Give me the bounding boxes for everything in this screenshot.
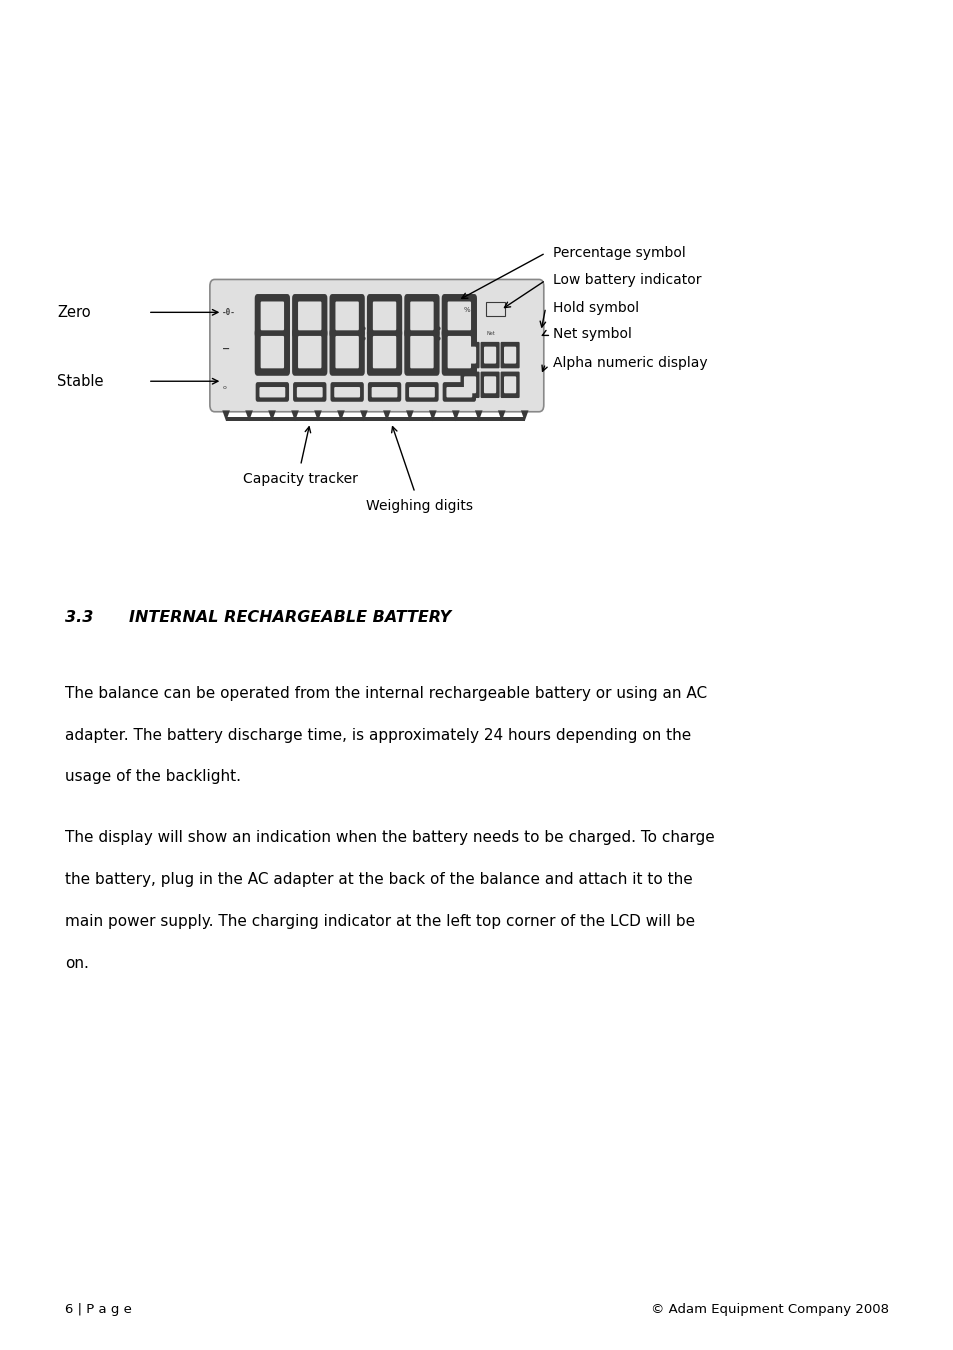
FancyBboxPatch shape [447,336,471,369]
FancyBboxPatch shape [404,294,439,338]
Text: -0-: -0- [222,308,236,317]
FancyBboxPatch shape [335,301,358,331]
FancyBboxPatch shape [373,336,395,369]
Polygon shape [359,410,367,421]
FancyBboxPatch shape [367,328,402,375]
Polygon shape [314,410,321,421]
FancyBboxPatch shape [441,294,476,338]
FancyBboxPatch shape [254,294,290,338]
Text: Weighing digits: Weighing digits [366,500,473,513]
Polygon shape [383,410,391,421]
Text: Hold: Hold [464,331,475,336]
Polygon shape [291,410,298,421]
Text: Stable: Stable [57,374,104,389]
Polygon shape [429,410,436,421]
Text: 3.3: 3.3 [65,610,93,625]
Text: Percentage symbol: Percentage symbol [553,246,685,261]
FancyBboxPatch shape [373,301,395,331]
Text: 6 | P a g e: 6 | P a g e [65,1303,132,1316]
Bar [486,301,505,316]
FancyBboxPatch shape [409,387,435,397]
Text: The balance can be operated from the internal rechargeable battery or using an A: The balance can be operated from the int… [65,686,706,701]
FancyBboxPatch shape [460,342,479,369]
FancyBboxPatch shape [372,387,397,397]
FancyBboxPatch shape [463,347,476,363]
FancyBboxPatch shape [210,279,543,412]
FancyBboxPatch shape [410,301,434,331]
FancyBboxPatch shape [292,294,327,338]
Text: INTERNAL RECHARGEABLE BATTERY: INTERNAL RECHARGEABLE BATTERY [129,610,451,625]
FancyBboxPatch shape [259,387,285,397]
Text: Alpha numeric display: Alpha numeric display [553,356,707,370]
Text: The display will show an indication when the battery needs to be charged. To cha: The display will show an indication when… [65,830,714,845]
Text: −: − [222,344,230,354]
Polygon shape [406,410,414,421]
FancyBboxPatch shape [503,347,516,363]
Polygon shape [245,410,253,421]
FancyBboxPatch shape [480,342,499,369]
FancyBboxPatch shape [297,301,321,331]
Text: %: % [463,306,470,313]
FancyBboxPatch shape [329,294,364,338]
Text: on.: on. [65,956,89,971]
Text: main power supply. The charging indicator at the left top corner of the LCD will: main power supply. The charging indicato… [65,914,695,929]
Text: Zero: Zero [57,305,91,320]
Polygon shape [475,410,482,421]
FancyBboxPatch shape [500,342,519,369]
FancyBboxPatch shape [297,336,321,369]
Text: Low battery indicator: Low battery indicator [553,273,701,288]
FancyBboxPatch shape [441,328,476,375]
FancyBboxPatch shape [255,382,289,402]
Text: Net symbol: Net symbol [553,327,632,340]
FancyBboxPatch shape [367,294,402,338]
FancyBboxPatch shape [483,377,496,393]
Text: Hold symbol: Hold symbol [553,301,639,315]
FancyBboxPatch shape [463,377,476,393]
Text: © Adam Equipment Company 2008: © Adam Equipment Company 2008 [651,1303,888,1316]
FancyBboxPatch shape [329,328,364,375]
Polygon shape [497,410,505,421]
FancyBboxPatch shape [330,382,363,402]
FancyBboxPatch shape [293,382,326,402]
FancyBboxPatch shape [292,328,327,375]
Polygon shape [268,410,275,421]
Text: the battery, plug in the AC adapter at the back of the balance and attach it to : the battery, plug in the AC adapter at t… [65,872,692,887]
FancyBboxPatch shape [334,387,359,397]
FancyBboxPatch shape [410,336,434,369]
FancyBboxPatch shape [405,382,438,402]
FancyBboxPatch shape [368,382,401,402]
FancyBboxPatch shape [446,387,472,397]
Text: adapter. The battery discharge time, is approximately 24 hours depending on the: adapter. The battery discharge time, is … [65,728,690,743]
Text: Capacity tracker: Capacity tracker [243,472,357,486]
Text: o: o [222,385,226,390]
Text: Net: Net [486,331,495,336]
FancyBboxPatch shape [447,301,471,331]
Polygon shape [520,410,528,421]
FancyBboxPatch shape [480,371,499,398]
FancyBboxPatch shape [500,371,519,398]
FancyBboxPatch shape [335,336,358,369]
FancyBboxPatch shape [260,336,284,369]
FancyBboxPatch shape [260,301,284,331]
Bar [226,417,524,421]
Text: usage of the backlight.: usage of the backlight. [65,769,240,784]
FancyBboxPatch shape [483,347,496,363]
Polygon shape [222,410,230,421]
FancyBboxPatch shape [404,328,439,375]
FancyBboxPatch shape [460,371,479,398]
FancyBboxPatch shape [296,387,322,397]
Polygon shape [452,410,459,421]
FancyBboxPatch shape [442,382,476,402]
FancyBboxPatch shape [254,328,290,375]
Polygon shape [336,410,344,421]
FancyBboxPatch shape [503,377,516,393]
